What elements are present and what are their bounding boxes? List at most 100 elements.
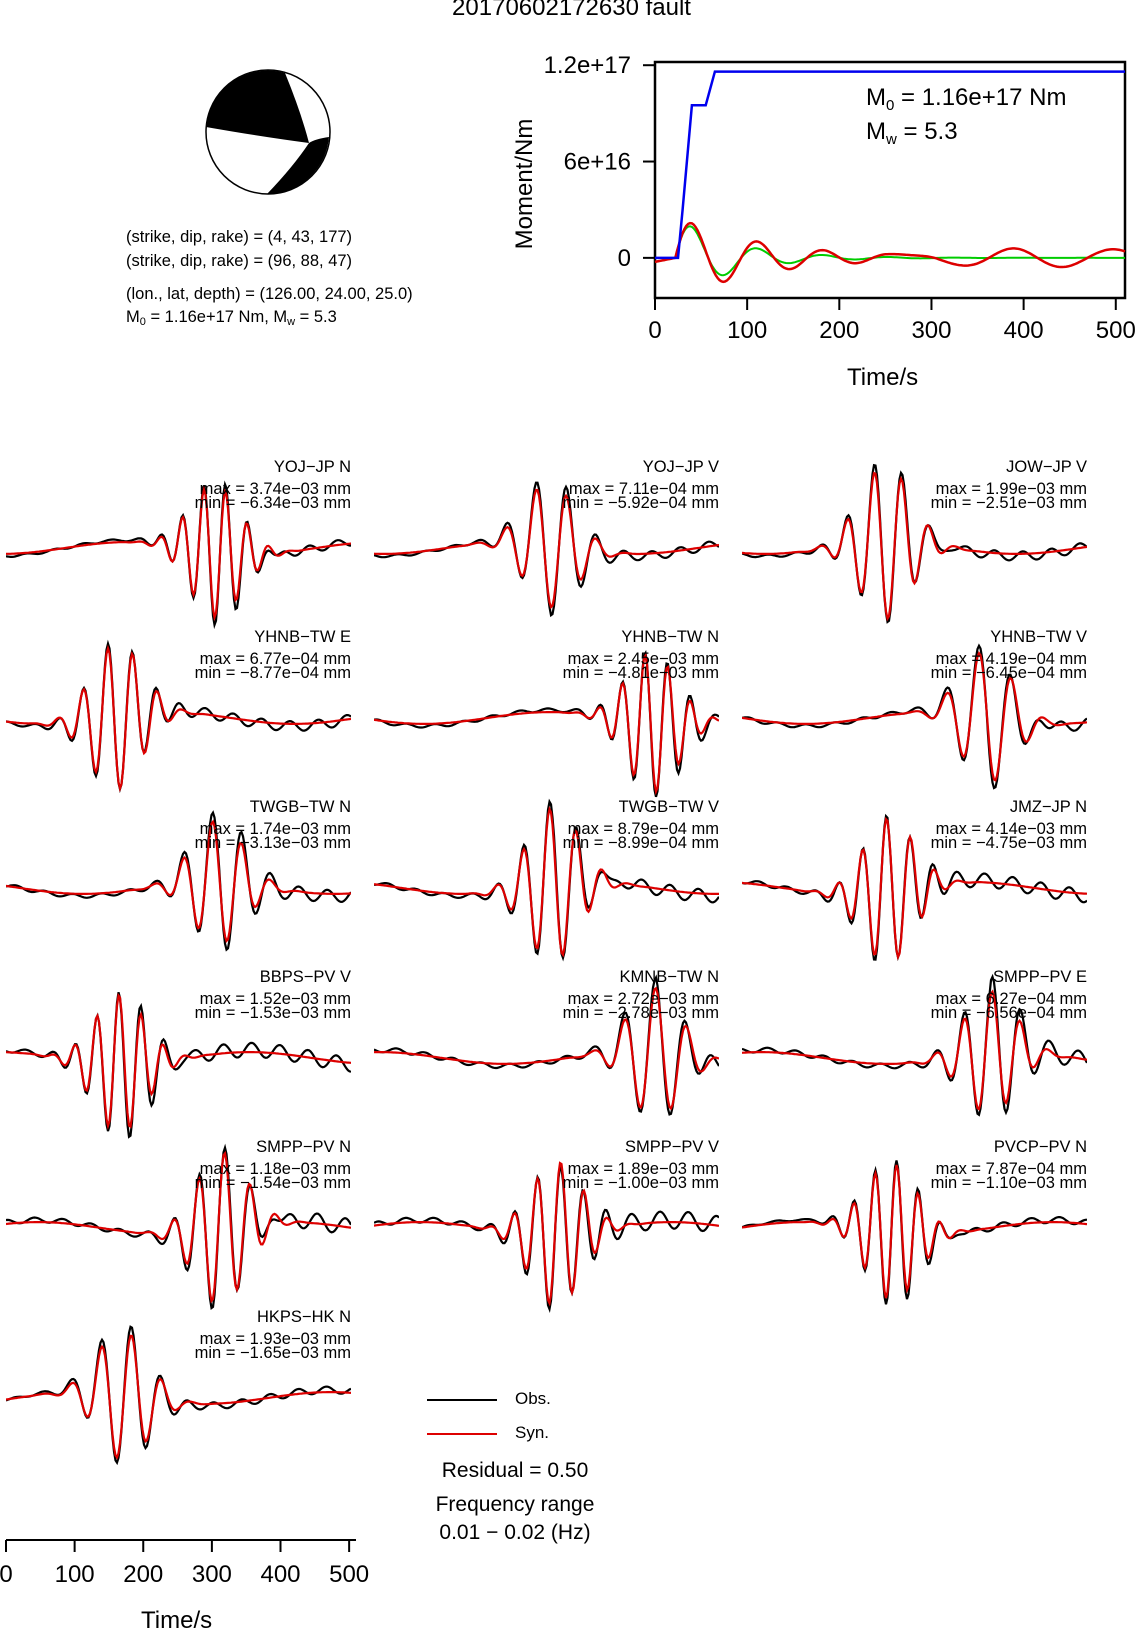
moment-y-axis-label: Moment/Nm <box>511 118 538 250</box>
waveform-panel: TWGB−TW V max = 8.79e−04 mm min = −8.99e−0… <box>374 798 739 973</box>
waveform-plot <box>374 974 719 1116</box>
moment-x-axis-label: Time/s <box>847 364 919 391</box>
station-label: YOJ−JP V <box>642 458 719 476</box>
station-max-value: max = 8.79e−04 mm <box>567 820 719 838</box>
waveform-panel: SMPP−PV N max = 1.18e−03 mm min = −1.54e−0… <box>6 1138 371 1313</box>
waveform-panel: PVCP−PV N max = 7.87e−04 mm min = −1.10e−0… <box>742 1138 1107 1313</box>
station-label: JOW−JP V <box>1006 458 1087 476</box>
moment-x-tick-label: 200 <box>819 317 859 344</box>
synthetic-waveform <box>6 1150 351 1304</box>
station-label: HKPS−HK N <box>257 1308 351 1326</box>
bottom-axis-tick-label: 400 <box>260 1561 300 1588</box>
legend-syn-line <box>427 1433 497 1435</box>
bottom-axis-tick-label: 200 <box>123 1561 163 1588</box>
waveform-plot <box>6 1143 351 1310</box>
station-max-value: max = 1.89e−03 mm <box>567 1160 719 1178</box>
waveform-panel: HKPS−HK N max = 1.93e−03 mm min = −1.65e−0… <box>6 1308 371 1483</box>
waveform-plot <box>6 1325 351 1466</box>
synthetic-waveform <box>374 652 719 796</box>
station-min-value: min = −6.45e−04 mm <box>930 664 1087 682</box>
station-max-value: max = 1.93e−03 mm <box>199 1330 351 1348</box>
mechanism-line-3: (lon., lat, depth) = (126.00, 24.00, 25.… <box>126 285 413 303</box>
frequency-range-label: Frequency range <box>435 1493 595 1516</box>
synthetic-waveform <box>742 471 1087 622</box>
station-label: YHNB−TW E <box>254 628 351 646</box>
station-min-value: min = −4.75e−03 mm <box>930 834 1087 852</box>
synthetic-waveform <box>374 806 719 958</box>
station-max-value: max = 7.87e−04 mm <box>935 1160 1087 1178</box>
station-min-value: min = −1.00e−03 mm <box>562 1174 719 1192</box>
station-max-value: max = 4.14e−03 mm <box>935 820 1087 838</box>
waveform-plot <box>742 813 1087 962</box>
moment-y-ticks: 0 6e+16 1.2e+17 <box>544 52 655 272</box>
synthetic-waveform <box>742 1164 1087 1299</box>
residual-label: Residual = 0.50 <box>441 1459 589 1482</box>
station-max-value: max = 7.11e−04 mm <box>568 480 719 498</box>
frequency-range-value: 0.01 − 0.02 (Hz) <box>439 1521 591 1544</box>
station-min-value: min = −2.51e−03 mm <box>930 494 1087 512</box>
synthetic-waveform <box>6 485 351 622</box>
station-max-value: max = 6.77e−04 mm <box>199 650 351 668</box>
synthetic-waveform <box>6 1334 351 1460</box>
station-min-value: min = −1.10e−03 mm <box>930 1174 1087 1192</box>
station-max-value: max = 4.19e−04 mm <box>935 650 1087 668</box>
station-min-value: min = −4.81e−03 mm <box>562 664 719 682</box>
waveform-panel: KMNB−TW N max = 2.72e−03 mm min = −2.78e−0… <box>374 968 739 1143</box>
bottom-axis-tick-label: 300 <box>192 1561 232 1588</box>
waveform-panel: TWGB−TW N max = 1.74e−03 mm min = −3.13e−0… <box>6 798 371 973</box>
station-max-value: max = 1.52e−03 mm <box>199 990 351 1008</box>
station-min-value: min = −8.77e−04 mm <box>194 664 351 682</box>
waveform-panel: YHNB−TW N max = 2.45e−03 mm min = −4.81e−0… <box>374 628 739 803</box>
waveform-plot <box>6 480 351 630</box>
moment-m0-annotation: M0 = 1.16e+17 Nm <box>866 84 1067 114</box>
mechanism-line-2: (strike, dip, rake) = (96, 88, 47) <box>126 252 353 270</box>
waveform-panel: SMPP−PV V max = 1.89e−03 mm min = −1.00e−0… <box>374 1138 739 1313</box>
synthetic-waveform <box>6 819 351 944</box>
waveform-plot <box>374 1161 719 1313</box>
station-min-value: min = −6.56e−04 mm <box>930 1004 1087 1022</box>
station-label: BBPS−PV V <box>259 968 351 986</box>
mechanism-line-1: (strike, dip, rake) = (4, 43, 177) <box>126 228 353 246</box>
moment-x-tick-label: 100 <box>727 317 767 344</box>
waveform-panel: YHNB−TW V max = 4.19e−04 mm min = −6.45e−0… <box>742 628 1107 803</box>
station-max-value: max = 2.72e−03 mm <box>567 990 719 1008</box>
synthetic-waveform <box>374 488 719 610</box>
waveform-panel: JOW−JP V max = 1.99e−03 mm min = −2.51e−03… <box>742 458 1107 633</box>
station-min-value: min = −3.13e−03 mm <box>194 834 351 852</box>
station-label: JMZ−JP N <box>1009 798 1087 816</box>
station-min-value: min = −8.99e−04 mm <box>562 834 719 852</box>
station-max-value: max = 1.18e−03 mm <box>199 1160 351 1178</box>
synthetic-waveform <box>742 989 1087 1111</box>
moment-rate-green-line <box>654 225 1125 277</box>
moment-y-tick-label: 0 <box>618 245 631 272</box>
waveform-panel: JMZ−JP N max = 4.14e−03 mm min = −4.75e−03… <box>742 798 1107 973</box>
synthetic-waveform <box>6 992 351 1130</box>
waveform-panel: YHNB−TW E max = 6.77e−04 mm min = −8.77e−0… <box>6 628 371 803</box>
bottom-axis-ticks: 0 100 200 300 400 500 <box>0 1539 369 1588</box>
waveform-plot <box>6 639 351 794</box>
waveform-panel: YOJ−JP N max = 3.74e−03 mm min = −6.34e−03… <box>6 458 371 633</box>
synthetic-waveform <box>742 651 1087 782</box>
station-min-value: min = −1.54e−03 mm <box>194 1174 351 1192</box>
observed-waveform <box>6 1325 351 1466</box>
legend-obs-line <box>427 1399 497 1401</box>
waveform-plot <box>6 992 351 1139</box>
station-label: YHNB−TW V <box>990 628 1087 646</box>
station-max-value: max = 6.27e−04 mm <box>935 990 1087 1008</box>
station-min-value: min = −6.34e−03 mm <box>194 494 351 512</box>
station-min-value: min = −1.53e−03 mm <box>194 1004 351 1022</box>
station-min-value: min = −2.78e−03 mm <box>562 1004 719 1022</box>
moment-x-tick-label: 0 <box>648 317 661 344</box>
legend-syn-label: Syn. <box>515 1423 550 1442</box>
waveform-panel: SMPP−PV E max = 6.27e−04 mm min = −6.56e−0… <box>742 968 1107 1143</box>
station-label: TWGB−TW N <box>249 798 351 816</box>
station-label: YOJ−JP N <box>273 458 351 476</box>
waveform-plot <box>742 463 1087 624</box>
focal-mechanism-beachball <box>205 69 331 195</box>
bottom-axis-tick-label: 0 <box>0 1561 13 1588</box>
station-max-value: max = 3.74e−03 mm <box>199 480 351 498</box>
station-label: YHNB−TW N <box>621 628 719 646</box>
page-title: 20170602172630 fault <box>452 0 691 21</box>
moment-plot-frame <box>653 60 1127 300</box>
waveform-plot <box>374 649 719 798</box>
